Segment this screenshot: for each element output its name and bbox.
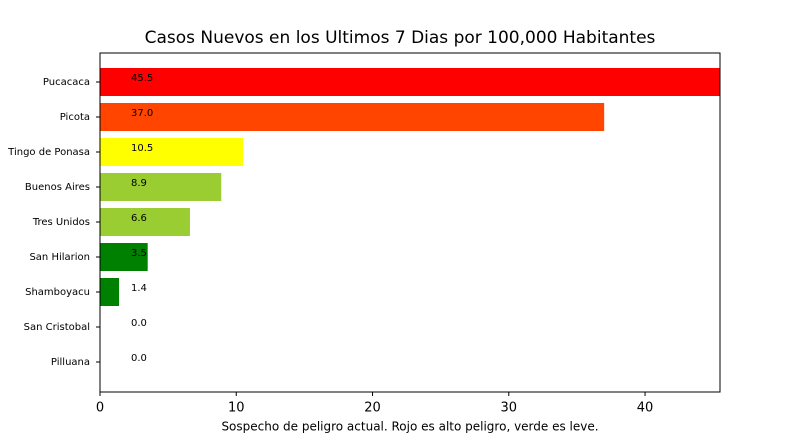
data-label: 3.5	[131, 248, 147, 259]
data-label: 0.0	[131, 353, 147, 364]
bar	[100, 243, 148, 271]
x-tick-label: 30	[501, 401, 518, 416]
y-tick-label: Picota	[60, 112, 90, 123]
y-tick-label: Pilluana	[51, 357, 90, 368]
y-tick-label: San Cristobal	[24, 322, 90, 333]
x-tick-label: 40	[637, 401, 654, 416]
y-tick-label: San Hilarion	[29, 252, 90, 263]
y-tick-label: Buenos Aires	[25, 182, 90, 193]
data-label: 6.6	[131, 213, 147, 224]
bar	[100, 278, 120, 306]
x-tick-label: 0	[96, 401, 104, 416]
bar	[100, 208, 190, 236]
bar	[100, 68, 720, 96]
y-tick-label: Tingo de Ponasa	[7, 147, 90, 158]
bar	[100, 103, 605, 131]
data-label: 8.9	[131, 178, 147, 189]
data-label: 45.5	[131, 73, 153, 84]
chart-title: Casos Nuevos en los Ultimos 7 Dias por 1…	[145, 28, 656, 48]
data-label: 0.0	[131, 318, 147, 329]
data-label: 37.0	[131, 108, 153, 119]
data-label: 10.5	[131, 143, 153, 154]
x-tick-label: 20	[364, 401, 381, 416]
plot-frame	[99, 52, 721, 393]
y-tick-label: Pucacaca	[43, 77, 90, 88]
y-tick-label: Tres Unidos	[32, 217, 90, 228]
bar	[100, 173, 222, 201]
x-tick-label: 10	[228, 401, 245, 416]
data-label: 1.4	[131, 283, 147, 294]
y-tick-label: Shamboyacu	[25, 287, 90, 298]
x-axis-label: Sospecho de peligro actual. Rojo es alto…	[221, 420, 598, 434]
bar	[100, 138, 244, 166]
